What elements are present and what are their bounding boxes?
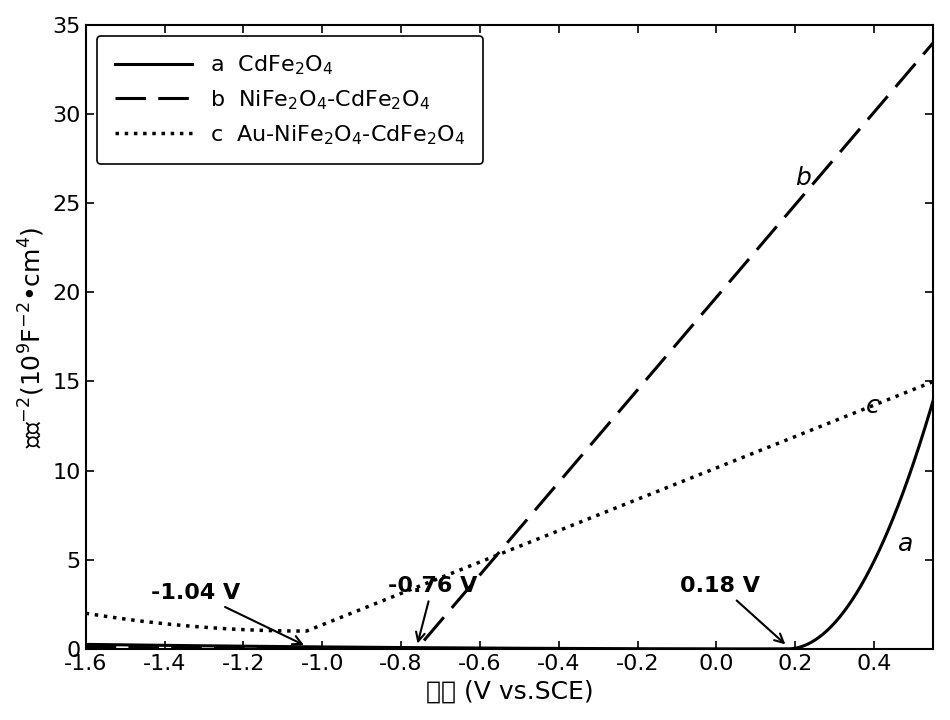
Text: a: a [898, 532, 913, 556]
Line: a  CdFe$_2$O$_4$: a CdFe$_2$O$_4$ [86, 400, 933, 649]
c  Au-NiFe$_2$O$_4$-CdFe$_2$O$_4$ [927, 377, 939, 386]
Legend: a  CdFe$_2$O$_4$, b  NiFe$_2$O$_4$-CdFe$_2$O$_4$, c  Au-NiFe$_2$O$_4$-CdFe$_2$O$: a CdFe$_2$O$_4$, b NiFe$_2$O$_4$-CdFe$_2… [97, 36, 484, 164]
a  CdFe$_2$O$_4$ [227, 642, 238, 650]
a  CdFe$_2$O$_4$ [820, 628, 831, 636]
c  Au-NiFe$_2$O$_4$-CdFe$_2$O$_4$ [406, 585, 417, 594]
a  CdFe$_2$O$_4$ [927, 395, 939, 404]
Text: b: b [795, 166, 811, 190]
b  NiFe$_2$O$_4$-CdFe$_2$O$_4$ [820, 165, 831, 174]
a  CdFe$_2$O$_4$ [442, 644, 453, 652]
a  CdFe$_2$O$_4$ [80, 640, 91, 649]
b  NiFe$_2$O$_4$-CdFe$_2$O$_4$ [177, 644, 188, 652]
c  Au-NiFe$_2$O$_4$-CdFe$_2$O$_4$ [442, 570, 453, 579]
a  CdFe$_2$O$_4$ [177, 642, 188, 650]
b  NiFe$_2$O$_4$-CdFe$_2$O$_4$ [405, 644, 416, 653]
b  NiFe$_2$O$_4$-CdFe$_2$O$_4$ [80, 643, 91, 652]
b  NiFe$_2$O$_4$-CdFe$_2$O$_4$ [227, 644, 238, 652]
a  CdFe$_2$O$_4$ [405, 643, 416, 652]
c  Au-NiFe$_2$O$_4$-CdFe$_2$O$_4$ [80, 609, 91, 618]
c  Au-NiFe$_2$O$_4$-CdFe$_2$O$_4$ [301, 627, 313, 636]
Y-axis label: 电容$^{-2}$(10$^9$F$^{-2}$•cm$^4$): 电容$^{-2}$(10$^9$F$^{-2}$•cm$^4$) [17, 226, 47, 448]
b  NiFe$_2$O$_4$-CdFe$_2$O$_4$ [442, 608, 453, 617]
a  CdFe$_2$O$_4$ [911, 449, 922, 457]
Line: c  Au-NiFe$_2$O$_4$-CdFe$_2$O$_4$: c Au-NiFe$_2$O$_4$-CdFe$_2$O$_4$ [86, 382, 933, 631]
b  NiFe$_2$O$_4$-CdFe$_2$O$_4$ [927, 38, 939, 47]
c  Au-NiFe$_2$O$_4$-CdFe$_2$O$_4$ [177, 621, 188, 630]
b  NiFe$_2$O$_4$-CdFe$_2$O$_4$ [411, 644, 423, 653]
b  NiFe$_2$O$_4$-CdFe$_2$O$_4$ [911, 58, 922, 66]
Line: b  NiFe$_2$O$_4$-CdFe$_2$O$_4$: b NiFe$_2$O$_4$-CdFe$_2$O$_4$ [86, 42, 933, 649]
Text: -0.76 V: -0.76 V [388, 576, 477, 642]
c  Au-NiFe$_2$O$_4$-CdFe$_2$O$_4$ [227, 625, 238, 634]
Text: c: c [866, 395, 880, 418]
Text: 0.18 V: 0.18 V [680, 576, 784, 643]
c  Au-NiFe$_2$O$_4$-CdFe$_2$O$_4$ [820, 420, 831, 428]
X-axis label: 电位 (V vs.SCE): 电位 (V vs.SCE) [426, 680, 594, 703]
Text: -1.04 V: -1.04 V [151, 583, 302, 644]
c  Au-NiFe$_2$O$_4$-CdFe$_2$O$_4$ [911, 384, 922, 392]
a  CdFe$_2$O$_4$ [782, 644, 793, 653]
